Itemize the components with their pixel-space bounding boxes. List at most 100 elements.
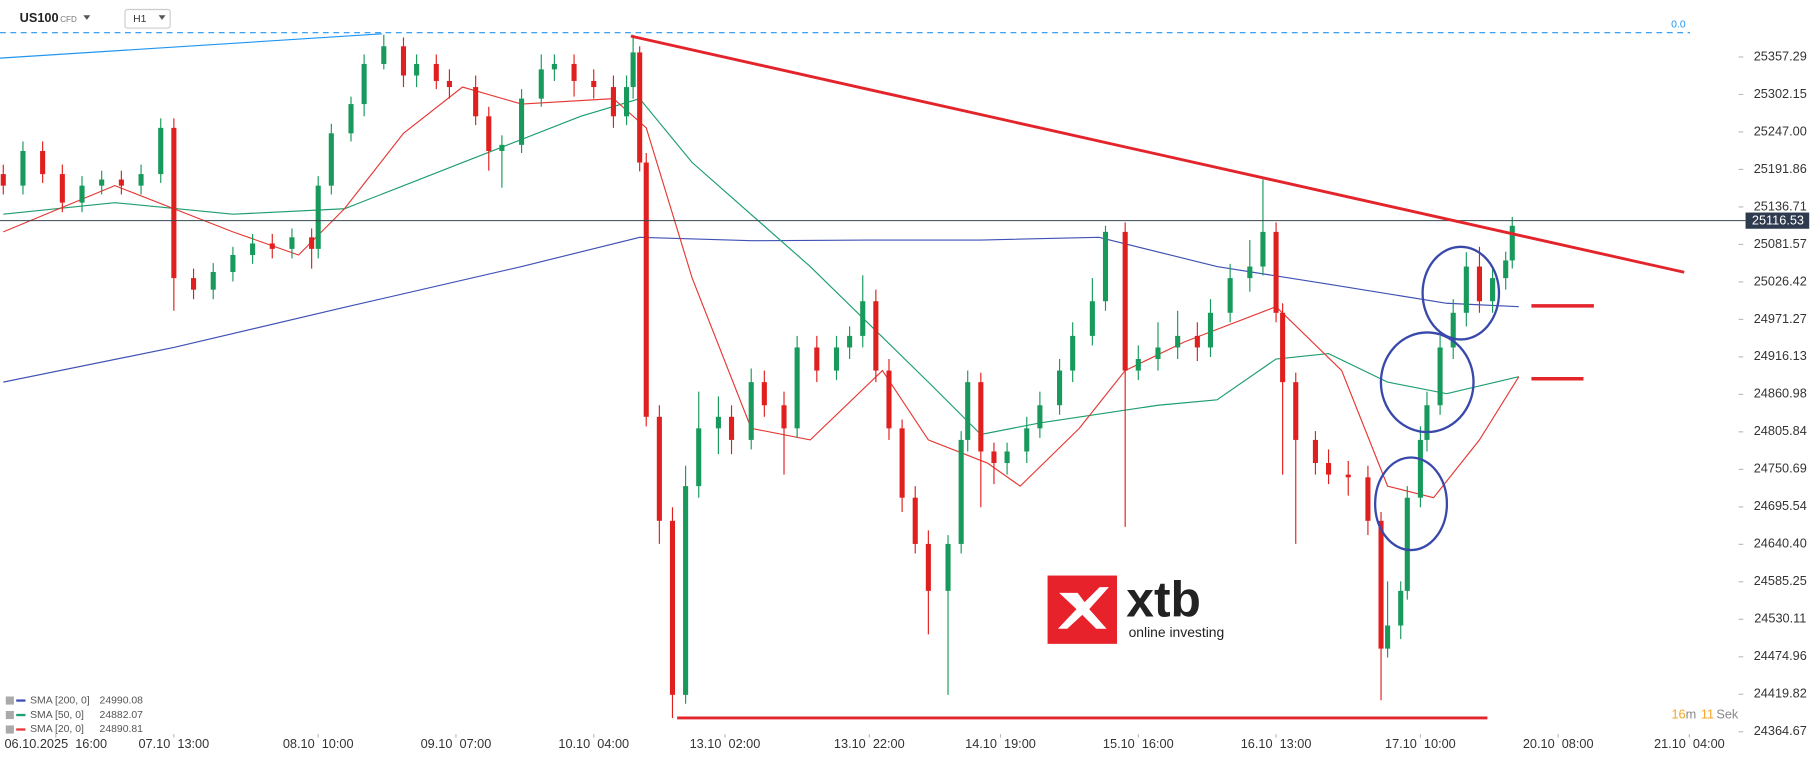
x-tick-label: 07.10 13:00 xyxy=(138,736,209,751)
candle-body xyxy=(728,416,735,440)
highlight-circle xyxy=(1379,331,1475,434)
candle-body xyxy=(328,133,334,186)
candle-body xyxy=(361,63,367,105)
logo-mark xyxy=(1057,587,1109,629)
candle-body xyxy=(433,63,439,81)
candle-body xyxy=(171,127,177,279)
candle-body xyxy=(1365,477,1371,521)
candle-body xyxy=(79,185,85,203)
candle-body xyxy=(794,347,800,429)
timer-minutes-unit: m xyxy=(1686,707,1697,722)
candle-body xyxy=(1450,312,1456,348)
candle-body xyxy=(1194,335,1200,348)
candle-body xyxy=(715,416,721,429)
last-price-label: 25116.53 xyxy=(1752,213,1804,228)
candle-body xyxy=(669,520,676,695)
plot-area: 25357.29 25302.15 25247.00 25191.86 25136.71… xyxy=(0,19,1810,751)
candle-body xyxy=(40,150,46,175)
candle-body xyxy=(1424,405,1430,440)
y-tick-label: 24474.96 xyxy=(1754,648,1807,663)
x-tick-label: 08.10 10:00 xyxy=(283,736,354,751)
candle-body xyxy=(551,63,557,70)
last-price-box xyxy=(1745,212,1810,229)
y-tick-label: 24860.98 xyxy=(1754,386,1807,401)
x-tick-label: 15.10 16:00 xyxy=(1103,736,1174,751)
candle-body xyxy=(0,174,6,186)
candle-body xyxy=(683,486,689,695)
candle-body xyxy=(873,301,879,371)
timer-seconds-unit: Sek xyxy=(1716,707,1739,722)
candle-body xyxy=(1417,439,1423,498)
candle-body xyxy=(1102,231,1109,302)
candle-body xyxy=(965,382,971,440)
candle-body xyxy=(210,271,216,290)
candle-body xyxy=(958,439,964,544)
y-tick-label: 24805.84 xyxy=(1754,423,1807,438)
candle-body xyxy=(1135,359,1141,371)
candle-body xyxy=(473,87,479,117)
candle-body xyxy=(696,428,702,487)
y-tick-label: 24640.40 xyxy=(1754,536,1807,551)
y-tick-label: 24971.27 xyxy=(1754,311,1807,326)
logo-tagline: online investing xyxy=(1129,624,1225,640)
candle-body xyxy=(761,382,767,406)
candle-body xyxy=(1280,312,1286,383)
y-tick-label: 24750.69 xyxy=(1754,461,1807,476)
candle-body xyxy=(591,80,597,88)
y-tick-label: 24530.11 xyxy=(1754,611,1806,626)
timeframe-box[interactable] xyxy=(124,8,171,29)
candle-body xyxy=(1227,278,1233,313)
candle-body xyxy=(748,382,754,440)
candle-body xyxy=(289,237,295,249)
candle-body xyxy=(1037,405,1043,429)
candle-body xyxy=(1273,231,1279,313)
candle-body xyxy=(991,451,997,464)
candle-body xyxy=(309,237,315,249)
timer-seconds: 11 xyxy=(1701,707,1714,722)
candle-body xyxy=(643,162,649,417)
candle-body xyxy=(486,116,492,151)
candle-body xyxy=(1260,231,1266,267)
legend-value: 24890.81 xyxy=(100,724,144,735)
candle-body xyxy=(1398,590,1404,626)
timeframe[interactable]: H1 xyxy=(133,14,147,25)
candle-body xyxy=(519,98,525,145)
instrument-type: CFD xyxy=(60,15,77,24)
candle-body xyxy=(1509,225,1515,261)
dropdown-arrow[interactable] xyxy=(83,15,91,20)
candle-body xyxy=(656,416,662,521)
candle-body xyxy=(624,87,630,117)
candle-body xyxy=(315,185,321,249)
y-tick-label: 24695.54 xyxy=(1754,498,1807,513)
y-tick-label: 24916.13 xyxy=(1754,348,1807,363)
dropdown-arrow[interactable] xyxy=(158,15,166,20)
candle-body xyxy=(1476,266,1482,302)
level-label: 0.0 xyxy=(1671,19,1686,30)
candle-body xyxy=(414,63,420,76)
candle-body xyxy=(499,144,505,151)
candle-body xyxy=(610,87,616,117)
candle-body xyxy=(1385,625,1391,649)
x-tick-label: 21.10 04:00 xyxy=(1654,736,1725,751)
legend-label: SMA [50, 0] xyxy=(30,710,84,721)
trend-line xyxy=(0,33,383,59)
candle-body xyxy=(446,80,452,88)
candle-body xyxy=(1503,260,1509,279)
candle-body xyxy=(1207,312,1214,348)
candle-body xyxy=(814,347,820,371)
x-tick-label: 16.10 13:00 xyxy=(1241,736,1312,751)
candle-body xyxy=(1175,335,1181,348)
candle-body xyxy=(945,543,951,591)
candle-body xyxy=(781,405,787,429)
y-tick-label: 24364.67 xyxy=(1754,723,1807,738)
y-tick-label: 25247.00 xyxy=(1754,123,1807,138)
candle-body xyxy=(630,52,636,88)
candle-body xyxy=(138,174,144,186)
y-tick-label: 24419.82 xyxy=(1754,686,1807,701)
legend-label: SMA [20, 0] xyxy=(30,724,84,735)
candle-body xyxy=(1247,266,1253,279)
y-tick-label: 25026.42 xyxy=(1754,273,1807,288)
legend-value: 24882.07 xyxy=(100,710,144,721)
symbol[interactable]: US100 xyxy=(20,10,59,25)
